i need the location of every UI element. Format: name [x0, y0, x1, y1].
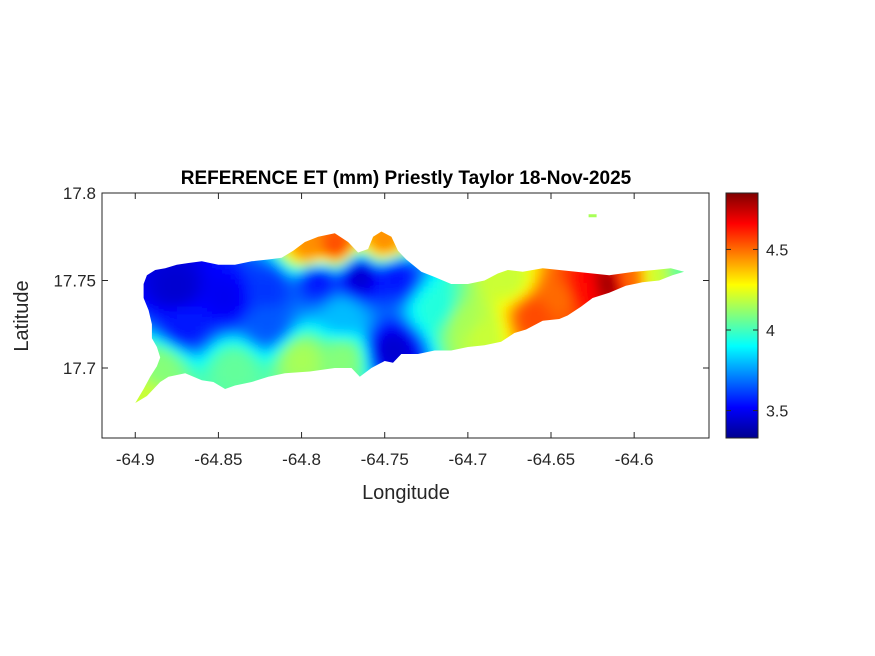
axes-frame — [101, 192, 710, 439]
x-tick-label: -64.85 — [194, 450, 242, 469]
x-tick-label: -64.9 — [116, 450, 155, 469]
x-axis: -64.9 -64.85 -64.8 -64.75 -64.7 -64.65 -64.6 — [116, 193, 654, 469]
y-tick-label: 17.8 — [63, 184, 96, 203]
x-axis-label: Longitude — [362, 482, 450, 504]
x-tick-label: -64.6 — [615, 450, 654, 469]
islet — [588, 214, 597, 218]
colorbar: 3.5 4 4.5 — [725, 192, 788, 439]
x-tick-label: -64.65 — [527, 450, 575, 469]
y-tick-label: 17.7 — [63, 359, 96, 378]
colorbar-gradient — [725, 192, 759, 439]
y-tick-label: 17.75 — [53, 272, 96, 291]
y-axis-label: Latitude — [11, 280, 33, 351]
colorbar-tick-label: 4 — [766, 323, 775, 340]
colorbar-tick-label: 4.5 — [766, 242, 788, 259]
x-tick-label: -64.75 — [361, 450, 409, 469]
x-tick-label: -64.7 — [448, 450, 487, 469]
colorbar-tick-label: 3.5 — [766, 404, 788, 421]
x-tick-label: -64.8 — [282, 450, 321, 469]
y-axis: 17.7 17.75 17.8 — [53, 184, 709, 378]
chart-title: REFERENCE ET (mm) Priestly Taylor 18-Nov… — [181, 168, 632, 189]
